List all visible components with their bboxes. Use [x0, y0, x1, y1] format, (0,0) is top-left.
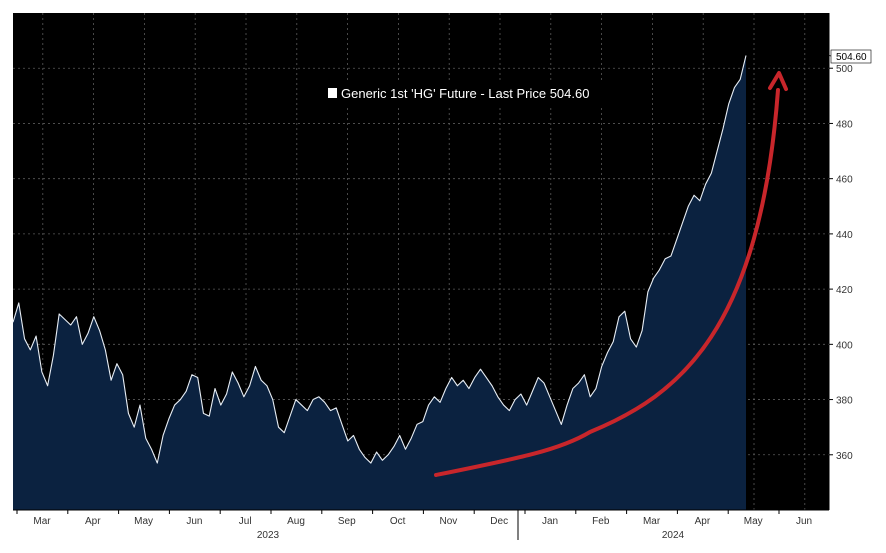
last-price-box — [830, 49, 872, 64]
x-tick-label: Apr — [85, 516, 101, 527]
x-tick-label: Mar — [643, 516, 661, 527]
y-tick-label: 360 — [836, 451, 853, 462]
x-tick-label: Jan — [542, 516, 558, 527]
last-price-tag: 504.60 — [830, 49, 872, 64]
x-tick-label: Nov — [440, 516, 458, 527]
y-tick-label: 400 — [836, 340, 853, 351]
last-price-label: 504.60 — [836, 52, 867, 63]
price-area — [12, 55, 747, 510]
x-tick-label: Jun — [796, 516, 812, 527]
price-area-fill — [13, 55, 746, 510]
x-tick-label: Apr — [695, 516, 711, 527]
legend: Generic 1st 'HG' Future - Last Price 504… — [322, 81, 616, 106]
legend-label: Generic 1st 'HG' Future - Last Price 504… — [341, 86, 589, 101]
x-tick-label: Aug — [287, 516, 305, 527]
axes: 360 380 400 420 440 460 480 500 Mar Apr May Jun Jul A… — [13, 13, 853, 541]
legend-swatch — [328, 88, 337, 98]
y-tick-label: 380 — [836, 396, 853, 407]
y-tick-label: 420 — [836, 285, 853, 296]
trend-arrow-head — [768, 71, 788, 91]
price-line — [12, 55, 747, 464]
y-tick-label: 460 — [836, 175, 853, 186]
x-tick-label: Jun — [186, 516, 202, 527]
trend-arrow-line — [434, 88, 780, 477]
year-label-2024: 2024 — [662, 530, 685, 541]
x-tick-label: Jul — [239, 516, 252, 527]
x-tick-label: May — [744, 516, 763, 527]
trend-arrow — [434, 71, 788, 477]
y-tick-label: 480 — [836, 119, 853, 130]
y-tick-label: 440 — [836, 230, 853, 241]
x-tick-label: Oct — [390, 516, 406, 527]
x-tick-label: Feb — [592, 516, 610, 527]
y-tick-label: 500 — [836, 64, 853, 75]
x-tick-label: Mar — [33, 516, 51, 527]
x-tick-label: Sep — [338, 516, 356, 527]
x-tick-label: May — [134, 516, 153, 527]
legend-box — [322, 81, 616, 106]
x-tick-label: Dec — [490, 516, 508, 527]
year-label-2023: 2023 — [257, 530, 280, 541]
